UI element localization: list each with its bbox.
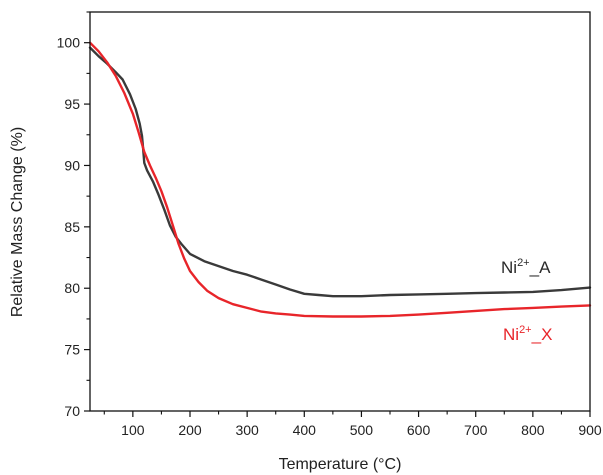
plot-lines bbox=[88, 41, 592, 318]
series-label-ni-x-base: Ni bbox=[503, 325, 519, 344]
y-tick-label: 100 bbox=[57, 35, 81, 51]
series-label-ni-a-base: Ni bbox=[501, 258, 517, 277]
y-tick-label: 95 bbox=[64, 96, 80, 112]
series-label-ni-x: Ni2+_X bbox=[503, 324, 552, 344]
series-label-ni-a-sup: 2+ bbox=[517, 257, 530, 269]
plot-border bbox=[89, 11, 591, 412]
series-label-ni-x-suffix: _X bbox=[531, 325, 553, 344]
y-axis-title: Relative Mass Change (%) bbox=[9, 127, 26, 317]
x-tick-label: 600 bbox=[407, 422, 431, 438]
x-tick-label: 400 bbox=[293, 422, 317, 438]
x-tick-label: 300 bbox=[235, 422, 259, 438]
y-tick-label: 85 bbox=[64, 219, 80, 235]
tick-labels: 100 200 300 400 500 600 700 800 900 70 75 80 85 90 95 1… bbox=[57, 35, 602, 438]
y-tick-label: 80 bbox=[64, 280, 80, 296]
series-label-ni-x-sup: 2+ bbox=[519, 324, 532, 336]
series-line-ni-a bbox=[88, 46, 592, 298]
plot-frame bbox=[89, 11, 591, 412]
axis-ticks bbox=[84, 11, 591, 417]
y-tick-label: 70 bbox=[64, 403, 80, 419]
x-tick-label: 800 bbox=[521, 422, 545, 438]
x-tick-label: 200 bbox=[178, 422, 202, 438]
x-tick-label: 900 bbox=[578, 422, 602, 438]
y-tick-label: 75 bbox=[64, 342, 80, 358]
series-label-ni-a-suffix: _A bbox=[529, 258, 551, 277]
series-label-ni-a: Ni2+_A bbox=[501, 257, 551, 277]
x-tick-label: 500 bbox=[350, 422, 374, 438]
x-tick-label: 700 bbox=[464, 422, 488, 438]
x-axis-title: Temperature (°C) bbox=[279, 456, 402, 473]
y-tick-label: 90 bbox=[64, 157, 80, 173]
x-tick-label: 100 bbox=[121, 422, 145, 438]
series-line-ni-x bbox=[88, 41, 592, 318]
